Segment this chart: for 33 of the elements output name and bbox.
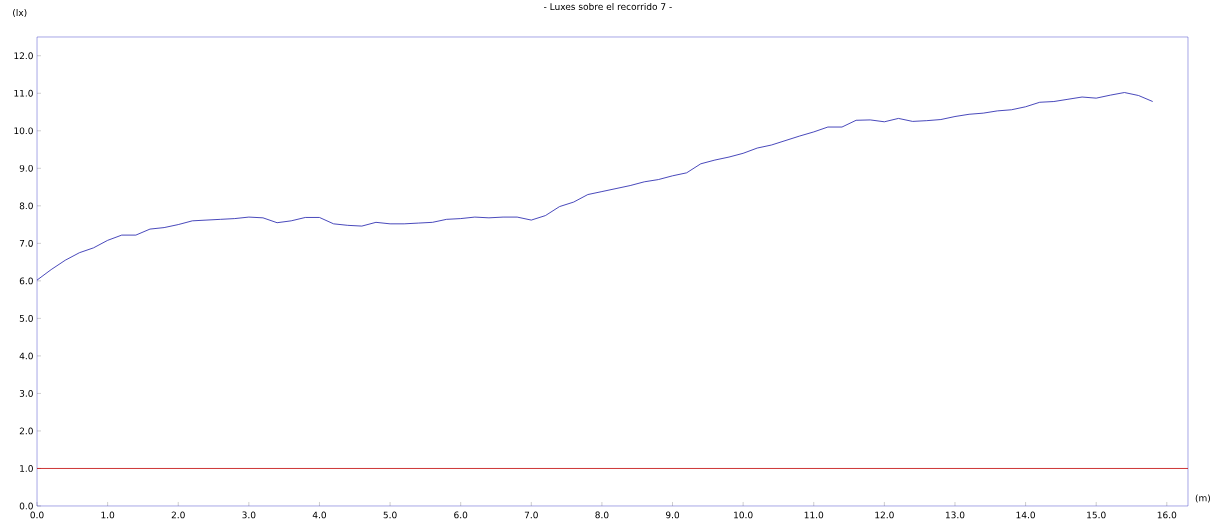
x-tick-label: 8.0 — [595, 511, 609, 519]
x-axis-title: (m) — [1195, 494, 1211, 503]
x-tick-label: 14.0 — [1016, 511, 1036, 519]
x-tick-label: 13.0 — [945, 511, 965, 519]
x-tick-label: 11.0 — [804, 511, 824, 519]
x-tick-label: 1.0 — [101, 511, 115, 519]
y-tick-label: 8.0 — [19, 202, 33, 210]
chart-title: - Luxes sobre el recorrido 7 - — [544, 3, 672, 11]
y-tick-label: 11.0 — [14, 89, 33, 97]
y-tick-label: 12.0 — [14, 52, 33, 60]
y-tick-label: 1.0 — [20, 465, 33, 472]
y-axis-title: (lx) — [13, 9, 27, 18]
x-tick-label: 4.0 — [312, 511, 327, 519]
x-tick-label: 15.0 — [1087, 511, 1106, 519]
y-tick-label: 5.0 — [19, 314, 33, 322]
y-tick-label: 0.0 — [19, 502, 33, 510]
y-tick-label: 3.0 — [19, 390, 33, 397]
x-tick-label: 2.0 — [171, 511, 185, 519]
y-tick-label: 7.0 — [19, 239, 33, 247]
x-tick-label: 9.0 — [665, 511, 680, 519]
x-tick-label: 3.0 — [242, 511, 256, 519]
y-tick-label: 4.0 — [19, 352, 33, 360]
x-tick-label: 0.0 — [30, 511, 44, 519]
y-tick-label: 6.0 — [19, 277, 33, 285]
y-tick-label: 9.0 — [19, 164, 33, 172]
y-tick-label: 10.0 — [14, 127, 33, 135]
x-tick-label: 6.0 — [454, 511, 468, 519]
x-tick-label: 7.0 — [524, 511, 538, 519]
x-tick-label: 10.0 — [734, 511, 753, 519]
y-tick-label: 2.0 — [19, 427, 33, 435]
x-tick-label: 16.0 — [1157, 511, 1177, 519]
x-tick-label: 5.0 — [383, 511, 397, 519]
x-tick-label: 12.0 — [875, 511, 894, 519]
